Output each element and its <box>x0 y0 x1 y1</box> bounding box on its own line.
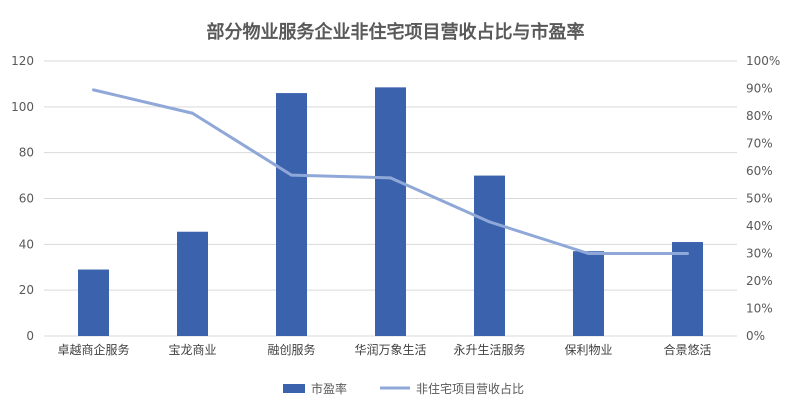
legend-bar-swatch <box>283 384 305 393</box>
x-category-label: 华润万象生活 <box>354 343 426 357</box>
line-point-5 <box>488 220 491 224</box>
y-right-tick-label: 50% <box>746 192 773 206</box>
x-category-label: 融创服务 <box>267 342 315 357</box>
line-point-3 <box>290 173 293 177</box>
y-left-tick-label: 120 <box>11 54 34 68</box>
y-right-tick-label: 60% <box>746 164 773 178</box>
x-category-label: 卓越商企服务 <box>57 342 129 357</box>
y-right-tick-label: 70% <box>746 137 773 151</box>
y-left-tick-label: 40 <box>19 237 34 251</box>
x-category-label: 保利物业 <box>564 343 612 357</box>
bar-5 <box>474 175 505 336</box>
y-right-tick-label: 0% <box>746 329 765 343</box>
bar-7 <box>672 242 703 336</box>
x-category-label: 宝龙商业 <box>168 342 216 357</box>
y-right-tick-label: 30% <box>746 247 773 261</box>
y-left-tick-label: 60 <box>19 192 34 206</box>
line-point-2 <box>191 111 194 115</box>
chart-title: 部分物业服务企业非住宅项目营收占比与市盈率 <box>206 22 585 43</box>
bar-4 <box>375 87 406 337</box>
line-point-4 <box>389 176 392 180</box>
bar-2 <box>177 231 208 336</box>
y-right-tick-label: 40% <box>746 219 773 233</box>
y-right-tick-label: 10% <box>746 302 773 316</box>
bar-6 <box>573 251 604 336</box>
bar-1 <box>78 269 109 336</box>
legend-bar-label: 市盈率 <box>311 381 347 396</box>
x-category-label: 永升生活服务 <box>453 342 525 357</box>
legend-line-label: 非住宅项目营收占比 <box>416 381 524 396</box>
line-point-7 <box>686 252 689 255</box>
line-point-1 <box>92 88 95 92</box>
y-left-tick-label: 20 <box>19 283 34 297</box>
y-right-tick-label: 80% <box>746 109 773 123</box>
y-left-tick-label: 100 <box>11 100 34 114</box>
y-right-tick-label: 20% <box>746 274 773 288</box>
bar-3 <box>276 93 307 336</box>
x-category-label: 合景悠活 <box>663 342 711 357</box>
y-left-tick-label: 80 <box>19 146 34 160</box>
y-right-tick-label: 90% <box>746 82 773 96</box>
y-left-tick-label: 0 <box>26 329 34 343</box>
y-right-tick-label: 100% <box>746 54 780 68</box>
line-point-6 <box>587 252 590 255</box>
